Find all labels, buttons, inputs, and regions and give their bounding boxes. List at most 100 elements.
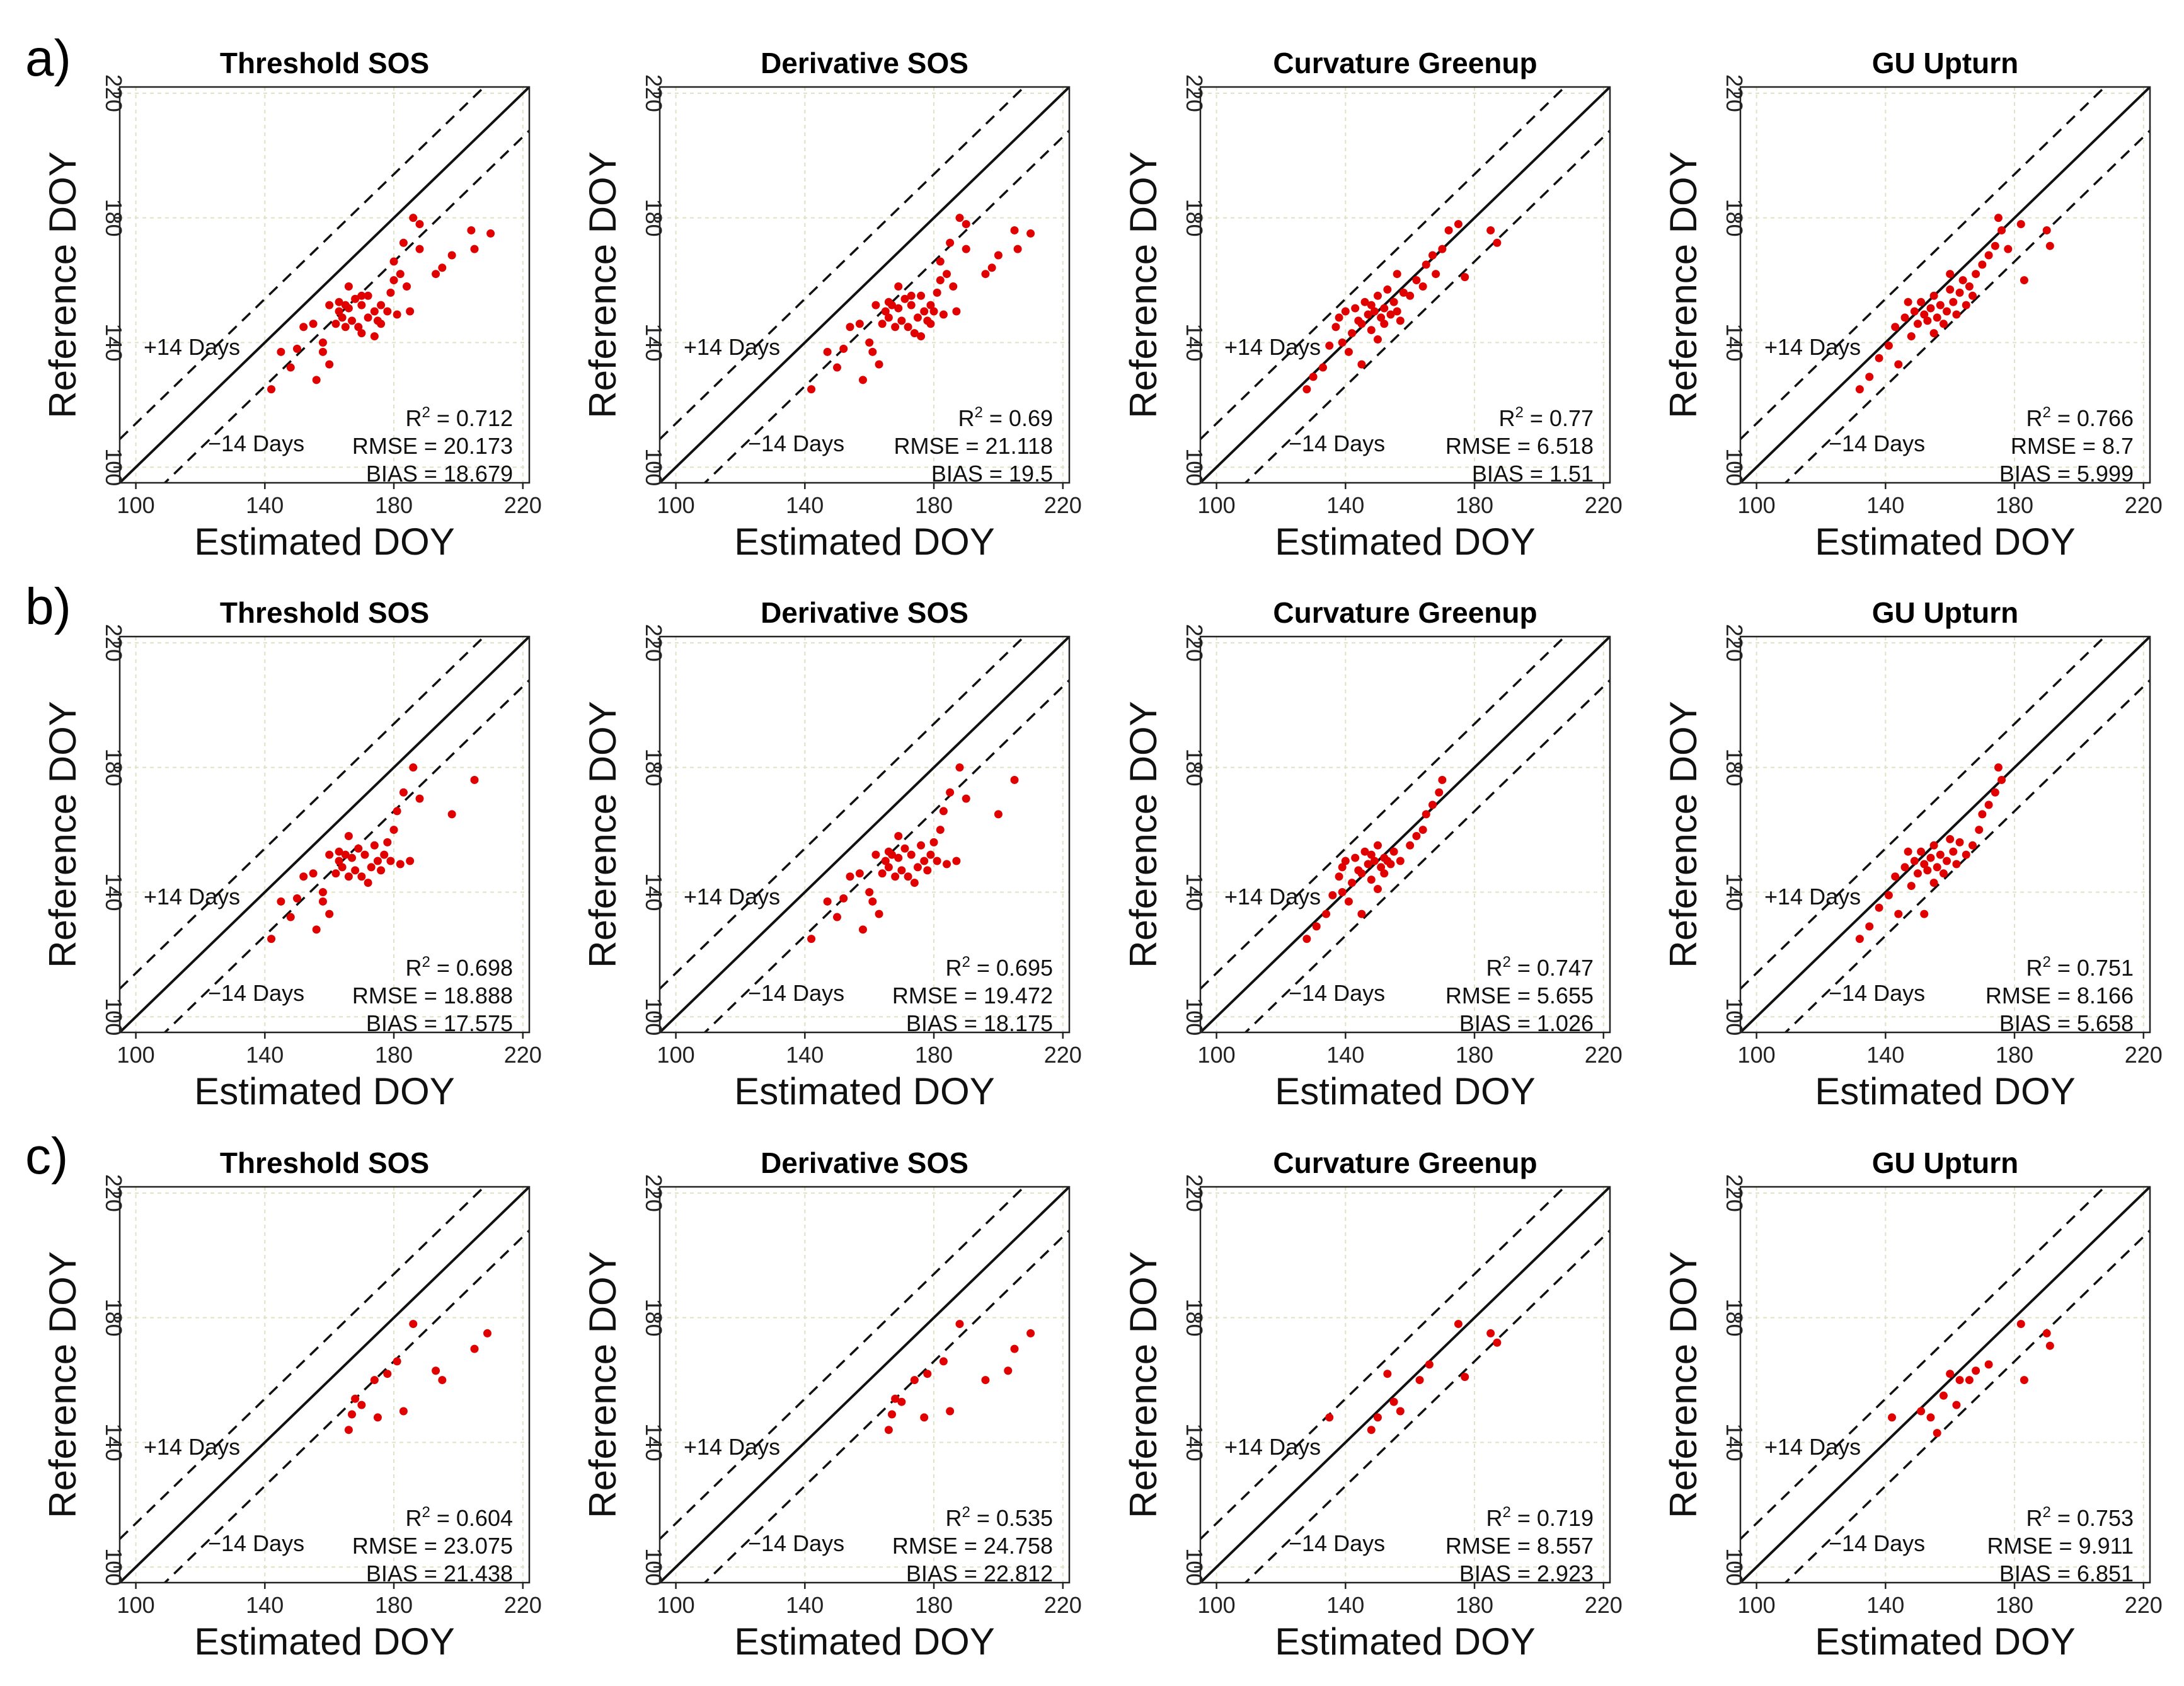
y-axis-label: Reference DOY — [1662, 1251, 1704, 1518]
data-point — [1968, 841, 1977, 850]
data-point — [1010, 775, 1019, 784]
data-point — [949, 282, 958, 291]
plot-frame — [1739, 635, 2151, 1034]
r2-value: 0.751 — [2077, 955, 2134, 981]
data-point — [1917, 847, 1926, 856]
data-point — [380, 850, 389, 859]
data-point — [1364, 310, 1372, 319]
data-point — [403, 282, 411, 291]
data-point — [920, 307, 929, 316]
r2-value: 0.698 — [456, 955, 513, 981]
plus-14-days-label: +14 Days — [1224, 1434, 1321, 1460]
data-point — [1929, 329, 1938, 338]
data-point — [923, 1370, 932, 1378]
data-point — [483, 1329, 491, 1337]
y-tick-label: 180 — [1721, 749, 1747, 787]
x-axis-label: Estimated DOY — [734, 521, 994, 563]
data-point — [823, 347, 832, 356]
rmse-stat: RMSE = 19.472 — [892, 983, 1053, 1008]
y-tick-label: 220 — [641, 624, 667, 662]
data-point — [351, 294, 360, 303]
data-point — [357, 329, 366, 338]
data-point — [1373, 841, 1382, 850]
data-point — [1380, 320, 1389, 328]
data-point — [1978, 260, 1987, 269]
data-point — [910, 329, 919, 338]
data-point — [981, 270, 990, 279]
data-point — [1373, 335, 1382, 344]
data-point — [1965, 282, 1974, 291]
x-tick-label: 140 — [1326, 492, 1364, 518]
data-point — [373, 1413, 382, 1422]
data-point — [1933, 1429, 1941, 1438]
plus-14-line — [1740, 637, 2106, 990]
x-axis-label: Estimated DOY — [194, 1070, 454, 1112]
bias-stat: BIAS = 2.923 — [1459, 1561, 1594, 1586]
data-point — [267, 385, 276, 394]
plot-frame — [1739, 1186, 2151, 1584]
r2-stat: R2 = 0.751 — [2026, 954, 2134, 981]
data-point — [447, 810, 456, 819]
y-tick-label: 220 — [1721, 1174, 1747, 1212]
y-tick-label: 220 — [641, 1174, 667, 1212]
data-point — [1461, 273, 1469, 282]
y-tick-label: 140 — [1721, 873, 1747, 911]
plot-frame — [658, 86, 1071, 484]
minus-14-days-label: −14 Days — [208, 430, 304, 456]
r2-value: 0.712 — [456, 405, 513, 431]
data-point — [1406, 291, 1415, 300]
plot-frame — [658, 635, 1071, 1034]
data-point — [1393, 270, 1401, 279]
data-point — [383, 838, 392, 846]
y-tick-label: 100 — [1181, 1548, 1207, 1586]
x-tick-label: 100 — [1198, 1592, 1236, 1618]
data-point — [1396, 1407, 1405, 1416]
bias-stat: BIAS = 17.575 — [366, 1010, 513, 1036]
data-point — [1946, 285, 1955, 294]
data-point — [1341, 307, 1350, 316]
data-point — [933, 857, 941, 865]
data-point — [832, 913, 841, 921]
x-tick-label: 220 — [1585, 1592, 1623, 1618]
data-point — [389, 826, 398, 834]
data-point — [1435, 788, 1444, 797]
y-tick-label: 100 — [101, 448, 127, 486]
data-point — [936, 826, 945, 834]
plus-14-line — [120, 87, 486, 441]
data-point — [910, 1376, 919, 1385]
minus-14-line — [1244, 679, 1610, 1032]
plot-frame — [118, 1186, 531, 1584]
data-point — [955, 1320, 964, 1329]
data-point — [364, 879, 372, 887]
data-point — [1978, 810, 1987, 819]
data-point — [1360, 297, 1369, 306]
minus-14-days-label: −14 Days — [1829, 430, 1925, 456]
data-point — [894, 282, 903, 291]
data-point — [470, 1344, 479, 1353]
plot-frame — [1199, 635, 1611, 1034]
data-point — [910, 879, 919, 887]
rmse-stat: RMSE = 20.173 — [352, 433, 513, 459]
data-point — [855, 320, 864, 328]
data-point — [1936, 301, 1945, 309]
x-axis-label: Estimated DOY — [734, 1620, 994, 1663]
panel-title: GU Upturn — [1872, 596, 2019, 629]
x-tick-label: 220 — [1044, 1042, 1082, 1068]
x-axis-label: Estimated DOY — [1275, 1070, 1535, 1112]
data-point — [415, 794, 424, 803]
data-point — [1943, 307, 1951, 316]
data-point — [994, 251, 1003, 260]
data-point — [1418, 282, 1427, 291]
one-to-one-line — [120, 1187, 529, 1583]
row-label: a) — [25, 30, 71, 87]
data-point — [377, 866, 386, 875]
data-point — [470, 245, 479, 253]
scatter-panel: Derivative SOS 100 140 180 220 100 140 180 220 Es… — [582, 1146, 1082, 1663]
plus-14-days-label: +14 Days — [144, 884, 240, 909]
data-point — [1900, 863, 1909, 872]
data-point — [1344, 347, 1353, 356]
data-point — [871, 301, 880, 309]
data-point — [399, 788, 408, 797]
data-point — [1891, 323, 1900, 332]
